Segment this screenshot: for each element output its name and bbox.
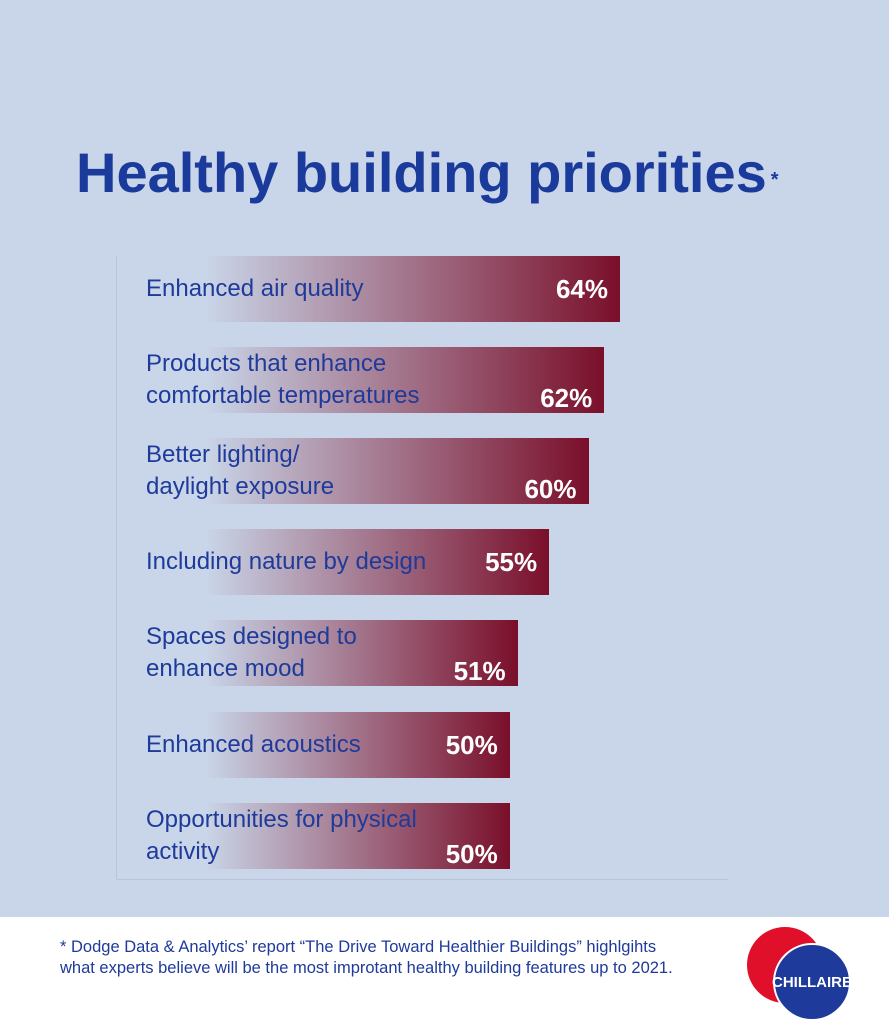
value-label: 55% xyxy=(485,547,538,578)
bar-row: Enhanced air quality 64% xyxy=(116,256,620,322)
bar xyxy=(116,438,589,505)
bar-row: Opportunities for physical activity 50% xyxy=(116,802,620,869)
value-label: 51% xyxy=(453,656,506,687)
bar-row: Better lighting/ daylight exposure 60% xyxy=(116,438,620,505)
bar xyxy=(116,529,550,596)
chart-title: Healthy building priorities xyxy=(76,141,767,204)
category-label: Including nature by design xyxy=(146,548,427,576)
footnote: * Dodge Data & Analytics’ report “The Dr… xyxy=(60,938,673,977)
axis-line xyxy=(116,879,728,880)
bar xyxy=(116,711,510,778)
category-label: Opportunities for physical activity xyxy=(146,805,417,865)
logo-text: CHILLAIRE xyxy=(772,974,852,991)
category-label: Better lighting/ daylight exposure xyxy=(146,441,335,501)
bar-row: Products that enhance comfortable temper… xyxy=(116,347,620,414)
value-label: 60% xyxy=(524,474,577,505)
value-label: 64% xyxy=(555,274,608,304)
category-label: Spaces designed to enhance mood xyxy=(146,623,357,683)
bar-row: Spaces designed to enhance mood 51% xyxy=(116,620,620,687)
bar xyxy=(116,256,620,322)
title-mark: * xyxy=(770,169,779,191)
value-label: 50% xyxy=(445,838,498,869)
bar-row: Enhanced acoustics 50% xyxy=(116,711,620,778)
bar xyxy=(116,802,510,869)
bar xyxy=(116,620,518,687)
category-label: Enhanced air quality xyxy=(146,275,364,302)
logo: CHILLAIRE xyxy=(747,927,852,1021)
value-label: 50% xyxy=(445,729,498,760)
category-label: Products that enhance comfortable temper… xyxy=(146,350,420,410)
category-label: Enhanced acoustics xyxy=(146,730,361,758)
value-label: 62% xyxy=(540,383,593,414)
logo-circle xyxy=(773,943,851,1021)
bar-row: Including nature by design 55% xyxy=(116,529,620,596)
bar xyxy=(116,347,605,414)
footer: * Dodge Data & Analytics’ report “The Dr… xyxy=(0,917,889,1024)
title-wrap: Healthy building priorities * xyxy=(76,140,779,205)
